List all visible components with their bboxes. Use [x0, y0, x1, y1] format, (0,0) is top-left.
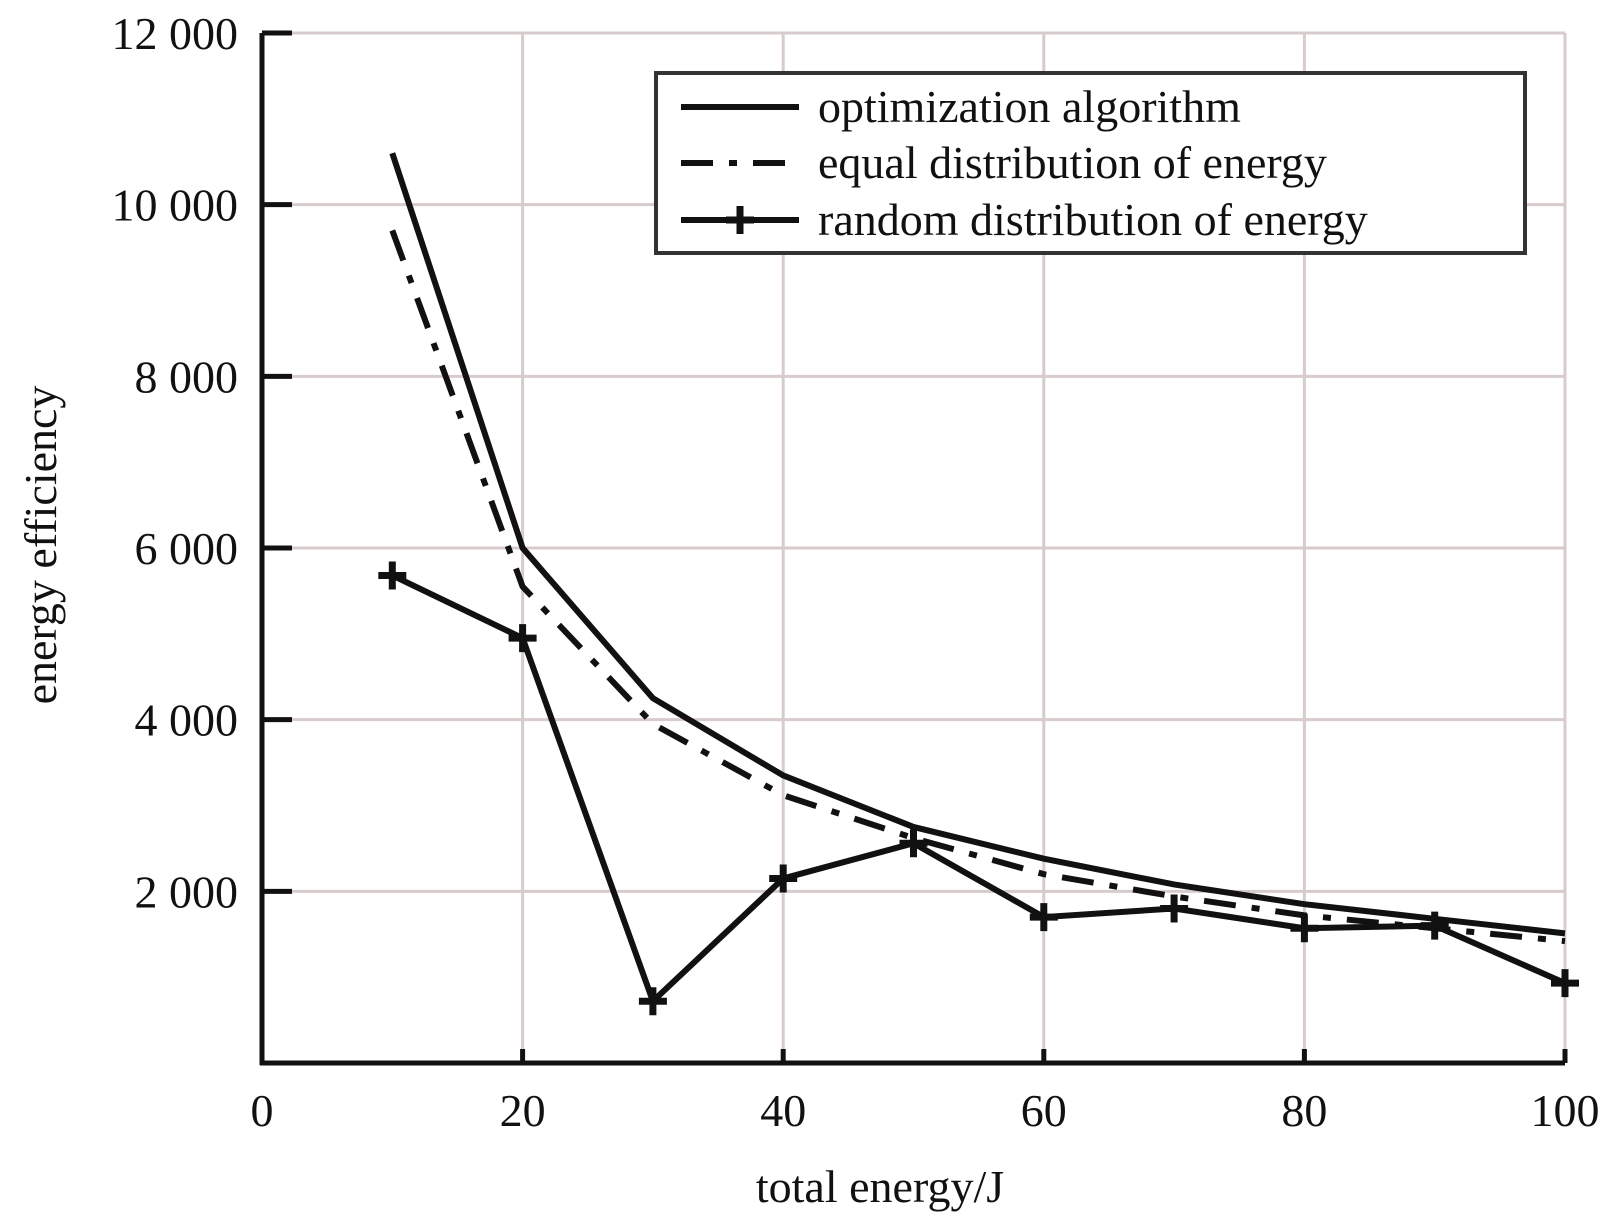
x-tick-label: 0 [251, 1085, 274, 1136]
series-layer [378, 153, 1579, 1015]
y-tick-label: 6 000 [135, 523, 239, 574]
legend: optimization algorithm equal distributio… [656, 73, 1525, 253]
x-tick-label: 100 [1531, 1085, 1600, 1136]
series-random-line [392, 575, 1565, 1001]
random-point-marker [1551, 969, 1579, 997]
x-axis-title: total energy/J [756, 1161, 1004, 1212]
x-tick-label: 40 [760, 1085, 806, 1136]
random-point-marker [1290, 914, 1318, 942]
series-equal-line [392, 230, 1565, 941]
legend-label-random: random distribution of energy [818, 194, 1368, 245]
y-tick-label: 4 000 [135, 695, 239, 746]
y-tick-label: 8 000 [135, 351, 239, 402]
y-tick-label: 10 000 [112, 180, 239, 231]
y-axis-title: energy efficiency [15, 386, 66, 705]
random-point-marker [378, 561, 406, 589]
series-optimization-line [392, 153, 1565, 933]
y-tick-label: 2 000 [135, 866, 239, 917]
energy-efficiency-chart: 0 20 40 60 80 100 2 000 4 000 6 000 8 000 10 000 12… [0, 0, 1621, 1214]
x-tick-label: 80 [1281, 1085, 1327, 1136]
x-tick-label: 60 [1021, 1085, 1067, 1136]
x-tick-label: 20 [500, 1085, 546, 1136]
legend-label-optimization: optimization algorithm [818, 81, 1241, 132]
y-tick-label: 12 000 [112, 8, 239, 59]
random-point-marker [1030, 903, 1058, 931]
legend-label-equal: equal distribution of energy [818, 137, 1327, 188]
random-point-marker [509, 624, 537, 652]
